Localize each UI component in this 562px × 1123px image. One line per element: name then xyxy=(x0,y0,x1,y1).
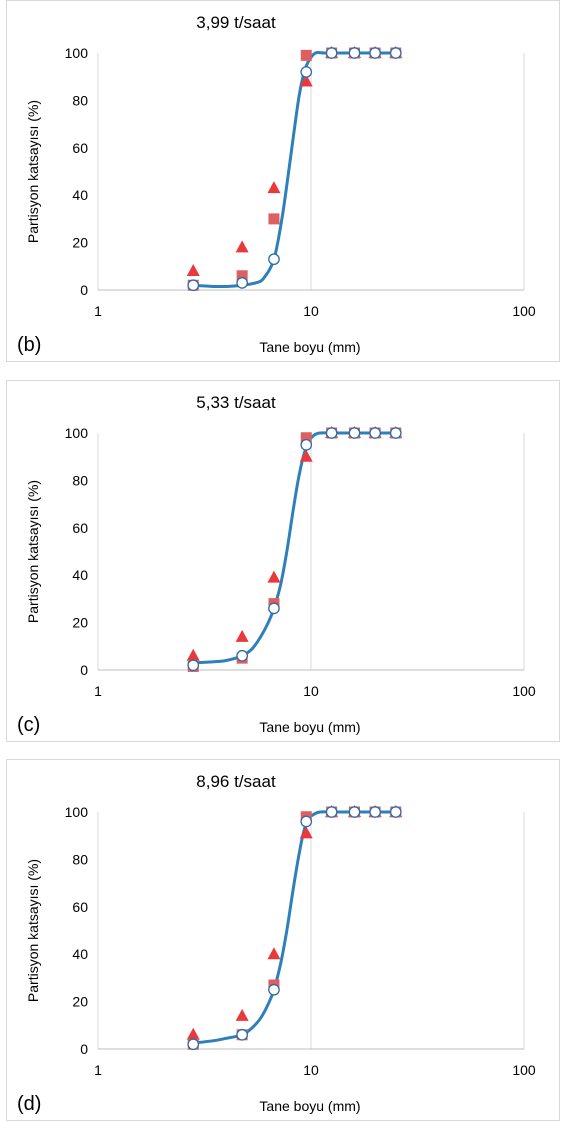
y-tick-label: 40 xyxy=(72,187,88,203)
y-tick-label: 40 xyxy=(72,567,88,583)
y-tick-label: 100 xyxy=(65,45,89,61)
circle-point xyxy=(325,427,338,439)
y-axis-title: Partisyon katsayısı (%) xyxy=(25,859,41,1002)
chart-title: 8,96 t/saat xyxy=(196,772,276,791)
y-tick-label: 0 xyxy=(80,282,88,298)
y-tick-label: 80 xyxy=(72,92,88,108)
triangle-point xyxy=(267,181,281,194)
chart-panel: 0 20 40 60 80 100 1 10 100 8,96 t/saat Tane boyu (… xyxy=(6,759,560,1121)
circle-point xyxy=(369,47,381,59)
circle-point xyxy=(187,1038,200,1051)
fit-curve xyxy=(193,431,396,665)
y-tick-label: 60 xyxy=(72,520,88,536)
circle-point xyxy=(300,438,313,451)
fit-curve xyxy=(193,810,396,1045)
circle-point xyxy=(300,66,313,78)
circle-point xyxy=(369,806,381,818)
circle-point xyxy=(268,602,280,615)
fit-curve xyxy=(193,50,396,289)
circle-point xyxy=(348,427,361,439)
triangle-point xyxy=(299,449,313,462)
circle-point xyxy=(325,47,338,59)
y-tick-label: 20 xyxy=(72,615,88,631)
y-tick-label: 60 xyxy=(72,140,88,156)
x-tick-label: 1 xyxy=(94,303,102,319)
panel-label: (d) xyxy=(17,1093,41,1115)
x-tick-label: 10 xyxy=(303,303,319,319)
triangle-point xyxy=(235,240,249,253)
chart-title: 5,33 t/saat xyxy=(196,393,276,412)
circle-point xyxy=(389,47,402,59)
triangle-point xyxy=(186,264,200,277)
triangle-point xyxy=(267,947,281,960)
triangle-point xyxy=(299,826,313,839)
circle-point xyxy=(300,815,313,828)
panel-label: (c) xyxy=(17,714,40,736)
x-tick-label: 100 xyxy=(512,1062,536,1078)
triangle-point xyxy=(267,570,281,583)
circle-point xyxy=(389,427,402,439)
circle-point xyxy=(187,279,200,292)
y-tick-label: 80 xyxy=(72,851,88,867)
chart-svg: 0 20 40 60 80 100 1 10 100 3,99 t/saat Tane boyu (… xyxy=(17,13,536,356)
triangle-point xyxy=(186,648,200,661)
x-tick-label: 100 xyxy=(512,303,536,319)
y-axis-title: Partisyon katsayısı (%) xyxy=(25,100,41,243)
y-tick-label: 40 xyxy=(72,946,88,962)
y-tick-label: 80 xyxy=(72,472,88,488)
circle-point xyxy=(325,806,338,818)
circle-point xyxy=(389,806,402,818)
triangle-point xyxy=(235,629,249,642)
circle-point xyxy=(187,659,200,672)
chart-title: 3,99 t/saat xyxy=(196,13,276,32)
x-tick-label: 100 xyxy=(512,683,536,699)
x-tick-label: 1 xyxy=(94,1062,102,1078)
triangle-point xyxy=(235,1008,249,1021)
y-tick-label: 100 xyxy=(65,425,89,441)
y-axis-title: Partisyon katsayısı (%) xyxy=(25,480,41,623)
x-axis-title: Tane boyu (mm) xyxy=(259,1098,360,1114)
y-tick-label: 100 xyxy=(65,804,89,820)
triangle-point xyxy=(186,1027,200,1040)
y-tick-label: 20 xyxy=(72,994,88,1010)
y-tick-label: 0 xyxy=(80,1041,88,1057)
y-tick-label: 60 xyxy=(72,899,88,915)
square-point xyxy=(268,213,280,225)
x-tick-label: 10 xyxy=(303,683,319,699)
chart-svg: 0 20 40 60 80 100 1 10 100 8,96 t/saat Tane boyu (… xyxy=(17,772,536,1115)
circle-point xyxy=(236,277,248,289)
square-point xyxy=(236,270,248,282)
x-tick-label: 1 xyxy=(94,683,102,699)
circle-point xyxy=(236,1028,248,1041)
circle-point xyxy=(268,253,280,266)
circle-point xyxy=(348,47,361,59)
y-tick-label: 0 xyxy=(80,662,88,678)
chart-svg: 0 20 40 60 80 100 1 10 100 5,33 t/saat Tane boyu (… xyxy=(17,393,536,736)
x-axis-title: Tane boyu (mm) xyxy=(259,339,360,355)
x-axis-title: Tane boyu (mm) xyxy=(259,719,360,735)
circle-point xyxy=(268,983,280,996)
y-tick-label: 20 xyxy=(72,235,88,251)
circle-point xyxy=(348,806,361,818)
circle-point xyxy=(369,427,381,439)
x-tick-label: 10 xyxy=(303,1062,319,1078)
square-point xyxy=(300,432,312,444)
chart-panel: 0 20 40 60 80 100 1 10 100 5,33 t/saat Tane boyu (… xyxy=(6,380,560,742)
panel-label: (b) xyxy=(17,334,41,356)
triangle-point xyxy=(299,74,313,87)
chart-panel: 0 20 40 60 80 100 1 10 100 3,99 t/saat Tane boyu (… xyxy=(6,0,560,362)
square-point xyxy=(300,49,312,61)
circle-point xyxy=(236,649,248,662)
